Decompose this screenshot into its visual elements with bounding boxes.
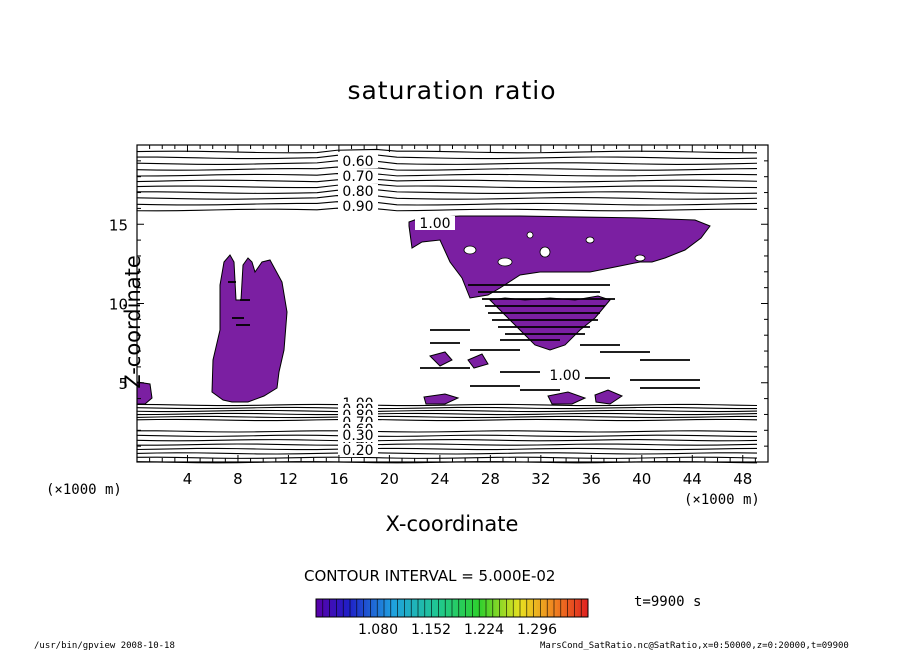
lower-contour-lines	[136, 403, 758, 464]
colorbar-tick-label: 1.296	[516, 622, 558, 638]
upper-contour-lines	[136, 148, 758, 212]
mid-blob-2	[467, 353, 489, 369]
contour-label: 0.20	[342, 443, 373, 459]
contour-line	[136, 418, 758, 422]
y-tick-label: 15	[109, 216, 128, 234]
contour-line	[136, 415, 758, 419]
time-label: t=9900 s	[634, 594, 702, 610]
contour-label: 0.70	[342, 169, 373, 185]
x-tick-label: 24	[430, 470, 449, 488]
contour-line	[136, 207, 758, 212]
x-tick-label: 48	[733, 470, 752, 488]
x-tick-label: 8	[233, 470, 243, 488]
contour-label: 1.00	[419, 216, 450, 232]
x-tick-label: 12	[279, 470, 298, 488]
chart-title: saturation ratio	[347, 76, 557, 105]
x-tick-label: 16	[329, 470, 348, 488]
colorbar-tick-label: 1.152	[410, 622, 452, 638]
contour-label: 0.90	[342, 199, 373, 215]
left-plume-region	[211, 254, 288, 403]
contour-line	[136, 447, 758, 451]
contour-labels: 0.600.700.800.901.001.000.900.800.700.60…	[338, 154, 585, 459]
contour-line	[136, 452, 758, 455]
x-tick-label: 40	[632, 470, 651, 488]
y-tick-label: 5	[118, 375, 128, 393]
contour-label: 0.60	[342, 154, 373, 170]
x-tick-label: 4	[183, 470, 193, 488]
contour-line	[136, 430, 758, 433]
contour-interval-text: CONTOUR INTERVAL = 5.000E-02	[304, 567, 556, 585]
contour-line	[136, 443, 758, 446]
contour-line	[136, 409, 758, 413]
mid-blob-1	[429, 351, 453, 367]
low-blob-3	[594, 389, 624, 405]
x-tick-label: 28	[481, 470, 500, 488]
x-unit-label-right: (×1000 m)	[684, 492, 760, 508]
cloud-striations	[228, 281, 700, 391]
footer-right: MarsCond_SatRatio.nc@SatRatio,x=0:50000,…	[540, 641, 849, 651]
anvil-region	[408, 215, 711, 299]
colorbar-tick-label: 1.224	[463, 622, 505, 638]
contour-line	[136, 412, 758, 416]
x-axis-label: X-coordinate	[385, 512, 519, 536]
colorbar	[315, 598, 589, 618]
contour-line	[136, 178, 758, 183]
y-tick-label: 10	[109, 296, 128, 314]
x-unit-label-left: (×1000 m)	[46, 482, 122, 498]
anvil-holes	[463, 231, 646, 267]
contour-line	[136, 439, 758, 442]
contour-line	[136, 183, 758, 189]
contour-line	[136, 403, 758, 407]
contour-line	[136, 189, 758, 194]
x-tick-label: 44	[683, 470, 702, 488]
footer-left: /usr/bin/gpview 2008-10-18	[34, 641, 175, 651]
low-blob-2	[547, 391, 587, 405]
contour-line	[136, 434, 758, 437]
contour-line	[136, 201, 758, 206]
contour-label: 0.80	[342, 184, 373, 200]
contour-line	[136, 406, 758, 410]
supersaturated-regions	[136, 215, 711, 405]
x-tick-label: 20	[380, 470, 399, 488]
contour-label: 0.30	[342, 428, 373, 444]
contour-line	[136, 154, 758, 160]
contour-label: 1.00	[549, 368, 580, 384]
contour-line	[136, 160, 758, 165]
x-tick-label: 32	[531, 470, 550, 488]
contour-line	[136, 456, 758, 459]
contour-line	[136, 166, 758, 171]
x-tick-label: 36	[582, 470, 601, 488]
colorbar-tick-labels: 1.080 1.152 1.224 1.296	[0, 622, 904, 640]
low-blob-1	[423, 393, 460, 405]
colorbar-tick-label: 1.080	[357, 622, 399, 638]
axis-ticks	[137, 145, 768, 462]
contour-line	[136, 148, 758, 154]
anvil-stem-region	[488, 295, 611, 351]
contour-line	[136, 173, 758, 177]
y-axis-label: Z-coordinate	[120, 255, 145, 389]
contour-line	[136, 195, 758, 200]
